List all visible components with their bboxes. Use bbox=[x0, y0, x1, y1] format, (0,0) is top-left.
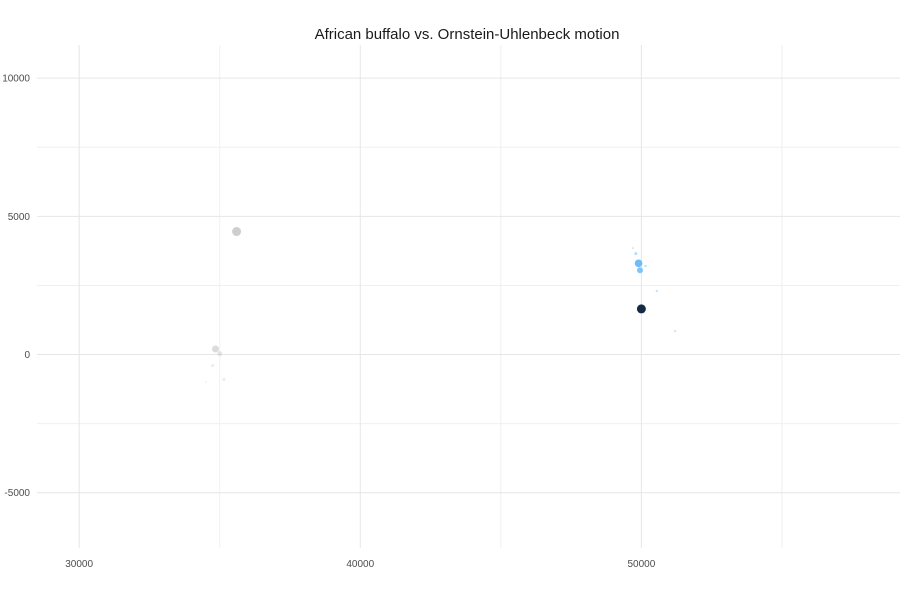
data-point bbox=[655, 289, 659, 293]
x-tick-label: 50000 bbox=[627, 559, 655, 570]
data-point bbox=[232, 227, 242, 237]
y-axis-tick-labels: 10000 5000 0 -5000 bbox=[2, 74, 30, 500]
data-point bbox=[634, 252, 638, 256]
data-point bbox=[634, 259, 643, 268]
y-tick-label: 10000 bbox=[2, 74, 30, 85]
data-point bbox=[636, 304, 646, 314]
data-point bbox=[673, 329, 677, 333]
data-point bbox=[211, 364, 215, 368]
data-point bbox=[631, 247, 634, 250]
x-tick-label: 40000 bbox=[346, 559, 374, 570]
data-point bbox=[222, 377, 226, 381]
data-points bbox=[204, 227, 677, 384]
x-axis-tick-labels: 30000 40000 50000 bbox=[65, 559, 655, 570]
y-tick-label: 0 bbox=[24, 350, 30, 361]
y-tick-label: -5000 bbox=[4, 488, 30, 499]
chart-title: African buffalo vs. Ornstein-Uhlenbeck m… bbox=[315, 26, 620, 43]
data-point bbox=[204, 381, 207, 384]
x-tick-label: 30000 bbox=[65, 559, 93, 570]
data-point bbox=[212, 345, 220, 353]
data-point bbox=[636, 267, 643, 274]
data-point bbox=[644, 264, 647, 268]
grid-lines bbox=[37, 45, 900, 548]
y-tick-label: 5000 bbox=[8, 212, 31, 223]
data-point bbox=[217, 351, 223, 357]
